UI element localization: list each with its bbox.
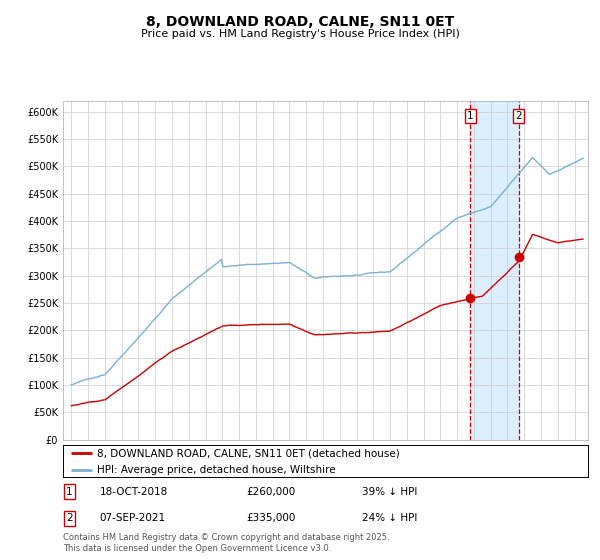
- Text: 07-SEP-2021: 07-SEP-2021: [100, 514, 166, 524]
- Text: Price paid vs. HM Land Registry's House Price Index (HPI): Price paid vs. HM Land Registry's House …: [140, 29, 460, 39]
- Text: 24% ↓ HPI: 24% ↓ HPI: [362, 514, 418, 524]
- Text: 1: 1: [467, 111, 474, 121]
- Text: 8, DOWNLAND ROAD, CALNE, SN11 0ET (detached house): 8, DOWNLAND ROAD, CALNE, SN11 0ET (detac…: [97, 449, 400, 459]
- Text: 39% ↓ HPI: 39% ↓ HPI: [362, 487, 418, 497]
- Text: Contains HM Land Registry data © Crown copyright and database right 2025.
This d: Contains HM Land Registry data © Crown c…: [63, 533, 389, 553]
- Text: 1: 1: [66, 487, 73, 497]
- Bar: [470, 101, 518, 440]
- Text: £335,000: £335,000: [247, 514, 296, 524]
- Text: 2: 2: [515, 111, 522, 121]
- Text: £260,000: £260,000: [247, 487, 296, 497]
- Text: HPI: Average price, detached house, Wiltshire: HPI: Average price, detached house, Wilt…: [97, 465, 336, 475]
- Text: 2: 2: [66, 514, 73, 524]
- Text: 8, DOWNLAND ROAD, CALNE, SN11 0ET: 8, DOWNLAND ROAD, CALNE, SN11 0ET: [146, 15, 454, 29]
- Text: 18-OCT-2018: 18-OCT-2018: [100, 487, 168, 497]
